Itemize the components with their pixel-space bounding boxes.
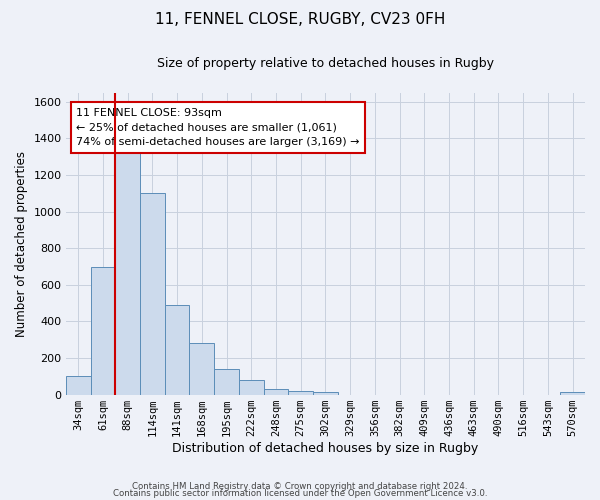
Bar xyxy=(214,369,239,395)
Text: Contains HM Land Registry data © Crown copyright and database right 2024.: Contains HM Land Registry data © Crown c… xyxy=(132,482,468,491)
Bar xyxy=(313,392,338,395)
Bar xyxy=(140,194,165,395)
Bar xyxy=(560,392,585,395)
Text: 11, FENNEL CLOSE, RUGBY, CV23 0FH: 11, FENNEL CLOSE, RUGBY, CV23 0FH xyxy=(155,12,445,28)
Text: 11 FENNEL CLOSE: 93sqm
← 25% of detached houses are smaller (1,061)
74% of semi-: 11 FENNEL CLOSE: 93sqm ← 25% of detached… xyxy=(76,108,360,147)
Bar xyxy=(239,380,263,395)
Bar xyxy=(165,305,190,395)
Bar xyxy=(190,344,214,395)
Bar xyxy=(289,391,313,395)
Bar xyxy=(66,376,91,395)
Title: Size of property relative to detached houses in Rugby: Size of property relative to detached ho… xyxy=(157,58,494,70)
Y-axis label: Number of detached properties: Number of detached properties xyxy=(15,150,28,336)
Bar xyxy=(263,390,289,395)
Bar xyxy=(115,150,140,395)
X-axis label: Distribution of detached houses by size in Rugby: Distribution of detached houses by size … xyxy=(172,442,479,455)
Bar xyxy=(91,266,115,395)
Text: Contains public sector information licensed under the Open Government Licence v3: Contains public sector information licen… xyxy=(113,489,487,498)
